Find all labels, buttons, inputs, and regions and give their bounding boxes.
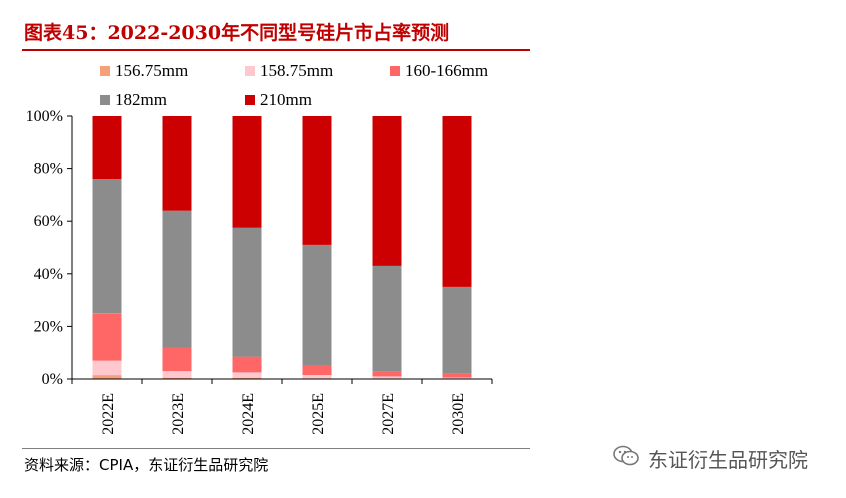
x-tick-label: 2025E: [310, 393, 327, 435]
chart-title: 图表45：2022-2030年不同型号硅片市占率预测: [24, 22, 450, 44]
bar-segment-2022E-210mm: [92, 116, 122, 180]
legend-label-2: 158.75mm: [260, 61, 333, 80]
bars: [92, 116, 472, 379]
bar-segment-2025E-210mm: [302, 116, 332, 245]
y-tick-label: 0%: [42, 371, 63, 388]
bar-segment-2023E-210mm: [162, 116, 192, 211]
bar-segment-2024E-160-166mm: [232, 356, 262, 373]
bar-segment-2027E-182mm: [372, 265, 402, 372]
legend-label-1: 156.75mm: [115, 61, 188, 80]
legend-swatch-5: [245, 95, 255, 105]
y-tick-label: 100%: [26, 108, 63, 125]
x-tick-label: 2022E: [100, 393, 117, 435]
bar-segment-2024E-210mm: [232, 116, 262, 228]
bar-segment-2025E-158.75mm: [302, 375, 332, 379]
y-tick-label: 20%: [34, 318, 63, 335]
bar-segment-2027E-158.75mm: [372, 376, 402, 379]
bar-segment-2024E-156.75mm: [232, 377, 262, 379]
legend-label-5: 210mm: [260, 90, 312, 109]
watermark-text: 东证衍生品研究院: [648, 448, 808, 472]
y-tick-label: 60%: [34, 213, 63, 230]
bar-segment-2025E-182mm: [302, 244, 332, 366]
bar-segment-2023E-156.75mm: [162, 377, 192, 379]
legend-swatch-2: [245, 66, 255, 76]
y-tick-label: 40%: [34, 266, 63, 283]
bar-segment-2022E-156.75mm: [92, 375, 122, 379]
bar-segment-2022E-158.75mm: [92, 360, 122, 376]
x-tick-label: 2027E: [380, 393, 397, 435]
y-axis: 0% 20% 40% 60% 80% 100%: [26, 108, 73, 388]
bar-segment-2030E-160-166mm: [442, 373, 472, 378]
bar-segment-2022E-182mm: [92, 179, 122, 314]
bar-segment-2030E-210mm: [442, 116, 472, 287]
bar-segment-2027E-160-166mm: [372, 371, 402, 377]
legend-label-4: 182mm: [115, 90, 167, 109]
wechat-icon: [612, 444, 640, 473]
bar-segment-2030E-182mm: [442, 286, 472, 374]
x-axis: 2022E 2023E 2024E 2025E 2027E 2030E: [71, 378, 493, 435]
bar-segment-2023E-182mm: [162, 210, 192, 348]
source-divider: [22, 448, 530, 449]
bar-segment-2030E-158.75mm: [442, 377, 472, 379]
title-underline: [22, 49, 530, 51]
watermark: 东证衍生品研究院: [612, 444, 808, 473]
legend-swatch-4: [100, 95, 110, 105]
bar-segment-2022E-160-166mm: [92, 313, 122, 361]
bar-segment-2024E-158.75mm: [232, 372, 262, 378]
bar-segment-2023E-160-166mm: [162, 347, 192, 372]
source-note: 资料来源：CPIA，东证衍生品研究院: [24, 456, 269, 474]
bar-segment-2023E-158.75mm: [162, 371, 192, 378]
legend-swatch-1: [100, 66, 110, 76]
legend-label-3: 160-166mm: [405, 61, 488, 80]
y-tick-label: 80%: [34, 161, 63, 178]
x-tick-label: 2030E: [450, 393, 467, 435]
legend-swatch-3: [390, 66, 400, 76]
bar-segment-2024E-182mm: [232, 227, 262, 357]
x-tick-label: 2024E: [240, 393, 257, 435]
x-tick-label: 2023E: [170, 393, 187, 435]
bar-segment-2027E-210mm: [372, 116, 402, 266]
legend: 156.75mm 158.75mm 160-166mm 182mm 210mm: [100, 61, 488, 109]
bar-segment-2025E-160-166mm: [302, 365, 332, 376]
